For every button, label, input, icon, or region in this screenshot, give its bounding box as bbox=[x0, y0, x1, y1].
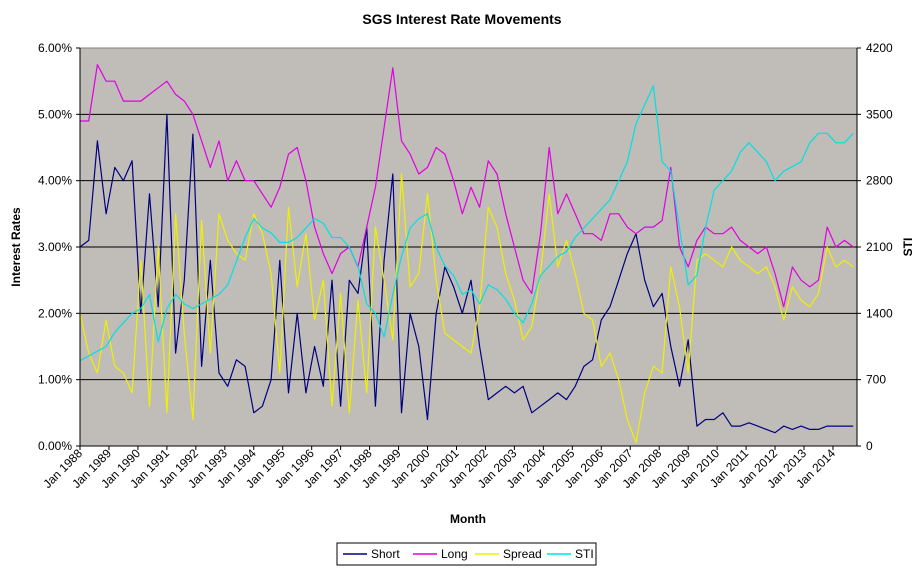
series-line-spread bbox=[79, 173, 854, 444]
x-axis-label: Month bbox=[450, 512, 486, 526]
series-line-short bbox=[79, 113, 854, 434]
y2-tick-label: 700 bbox=[866, 373, 886, 387]
y2-tick-label: 2100 bbox=[866, 240, 893, 254]
y-axis-label: Interest Rates bbox=[9, 207, 23, 287]
legend-label-spread: Spread bbox=[503, 547, 542, 561]
y-tick-label: 6.00% bbox=[38, 41, 72, 55]
series-line-sti bbox=[79, 85, 854, 362]
y2-tick-label: 4200 bbox=[866, 41, 893, 55]
y-tick-label: 4.00% bbox=[38, 174, 72, 188]
legend-label-long: Long bbox=[441, 547, 468, 561]
y-tick-label: 1.00% bbox=[38, 373, 72, 387]
y-tick-label: 5.00% bbox=[38, 107, 72, 121]
y2-tick-label: 2800 bbox=[866, 174, 893, 188]
y2-tick-label: 3500 bbox=[866, 107, 893, 121]
legend-box bbox=[336, 542, 597, 566]
chart-title: SGS Interest Rate Movements bbox=[362, 11, 561, 27]
y-tick-label: 0.00% bbox=[38, 439, 72, 453]
y2-tick-label: 1400 bbox=[866, 306, 893, 320]
y-tick-label: 3.00% bbox=[38, 240, 72, 254]
y2-axis-ticks: 0 700 1400 2100 2800 3500 4200 bbox=[857, 41, 893, 453]
series-lines bbox=[79, 63, 854, 444]
legend: Short Long Spread STI bbox=[336, 542, 597, 566]
y-axis-ticks: 0.00% 1.00% 2.00% 3.00% 4.00% 5.00% 6.00% bbox=[38, 41, 80, 453]
series-line-long bbox=[80, 63, 854, 308]
y-tick-label: 2.00% bbox=[38, 306, 72, 320]
y2-axis-label: STI bbox=[901, 238, 915, 257]
legend-label-sti: STI bbox=[575, 547, 594, 561]
gridlines bbox=[80, 113, 857, 381]
legend-label-short: Short bbox=[371, 547, 400, 561]
y2-tick-label: 0 bbox=[866, 439, 873, 453]
